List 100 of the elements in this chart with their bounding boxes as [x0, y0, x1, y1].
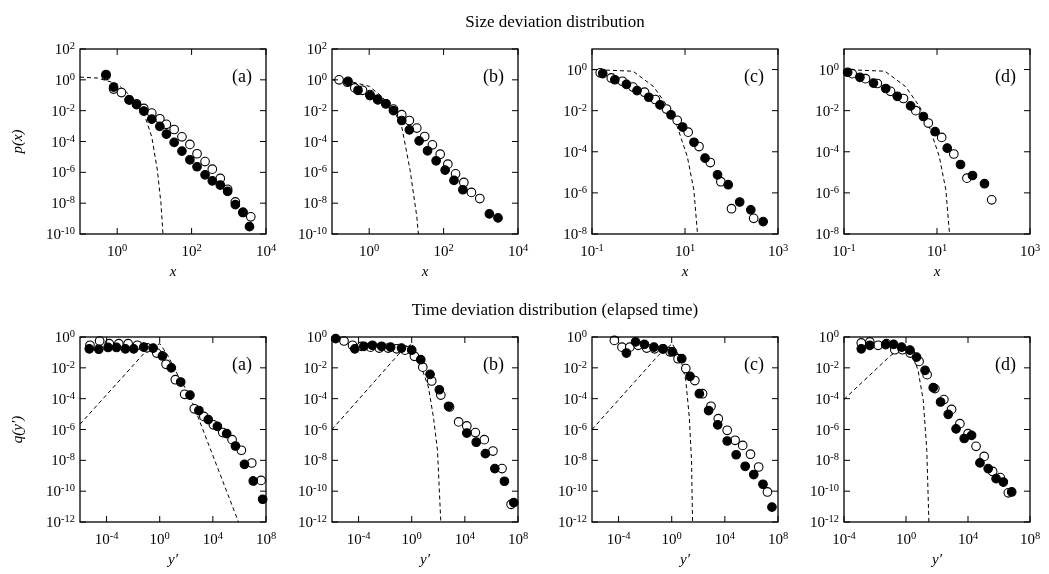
x-axis-title: x: [168, 263, 177, 279]
annotation: (a): [232, 66, 252, 87]
y-tick-label: 10$^{-10}$: [810, 481, 839, 500]
y-tick-label: 10$^{0}$: [818, 327, 839, 345]
y-tick-label: 10$^{-2}$: [303, 358, 327, 376]
y-tick-label: 10$^{2}$: [306, 39, 327, 57]
y-tick-label: 10$^{-4}$: [303, 132, 328, 150]
x-tick-label: 10$^{8}$: [1019, 529, 1041, 547]
x-tick-label: 10$^{0}$: [107, 241, 128, 259]
y-tick-label: 10$^{-6}$: [563, 183, 587, 201]
x-tick-label: 10$^{-1}$: [580, 241, 604, 259]
x-tick-label: 10$^{2}$: [433, 241, 454, 259]
y-tick-label: 10$^{-4}$: [563, 142, 588, 160]
x-tick-label: 10$^{0}$: [661, 529, 682, 547]
x-tick-label: 10$^{-1}$: [832, 241, 856, 259]
x-tick-label: 10$^{0}$: [895, 529, 917, 547]
y-tick-label: 10$^{-12}$: [298, 512, 327, 530]
annotation: (c): [744, 354, 764, 375]
x-axis-title: y′: [930, 551, 943, 567]
x-tick-label: 10$^{1}$: [674, 241, 696, 259]
y-tick-label: 10$^{-6}$: [563, 420, 587, 438]
x-tick-label: 10$^{2}$: [181, 241, 202, 259]
y-axis-title: q(y′): [9, 415, 26, 444]
x-axis-title: x: [680, 263, 689, 279]
y-tick-label: 10$^{-6}$: [815, 420, 839, 438]
y-tick-label: 10$^{-12}$: [46, 512, 75, 530]
y-tick-label: 10$^{-10}$: [46, 481, 75, 500]
y-tick-label: 10$^{-2}$: [51, 358, 75, 376]
y-tick-label: 10$^{0}$: [566, 60, 587, 78]
y-tick-label: 10$^{-6}$: [303, 162, 327, 181]
y-tick-label: 10$^{0}$: [54, 70, 75, 88]
x-tick-label: 10$^{0}$: [149, 529, 170, 547]
y-tick-label: 10$^{-4}$: [51, 132, 76, 150]
y-tick-label: 10$^{-6}$: [815, 183, 839, 201]
x-tick-label: 10$^{-4}$: [832, 529, 857, 547]
x-tick-label: 10$^{-4}$: [94, 529, 120, 547]
x-tick-label: 10$^{3}$: [767, 241, 789, 259]
x-tick-label: 10$^{-4}$: [606, 529, 632, 547]
y-axis-title: p(x): [9, 129, 26, 155]
x-tick-label: 10$^{4}$: [255, 241, 277, 259]
x-axis-title: x: [420, 263, 429, 279]
y-tick-label: 10$^{0}$: [54, 327, 75, 345]
x-axis-title: x: [932, 263, 941, 279]
y-tick-label: 10$^{0}$: [818, 60, 839, 78]
x-tick-label: 10$^{4}$: [202, 529, 224, 547]
y-tick-label: 10$^{-10}$: [558, 481, 587, 500]
x-tick-label: 10$^{4}$: [714, 529, 736, 547]
y-tick-label: 10$^{-8}$: [815, 450, 839, 469]
x-axis-title: y′: [678, 551, 691, 567]
y-tick-label: 10$^{-4}$: [563, 389, 588, 407]
y-tick-label: 10$^{-10}$: [298, 481, 327, 500]
y-tick-label: 10$^{-2}$: [815, 358, 839, 376]
y-tick-label: 10$^{-2}$: [563, 358, 587, 376]
y-tick-label: 10$^{-2}$: [51, 101, 75, 119]
y-tick-label: 10$^{2}$: [54, 39, 75, 57]
y-tick-label: 10$^{-8}$: [51, 193, 75, 212]
x-tick-label: 10$^{8}$: [255, 529, 277, 547]
y-tick-label: 10$^{-4}$: [815, 142, 840, 160]
x-tick-label: 10$^{4}$: [957, 529, 979, 547]
y-tick-label: 10$^{-12}$: [810, 512, 839, 530]
y-tick-label: 10$^{-8}$: [303, 193, 327, 212]
y-tick-label: 10$^{0}$: [306, 327, 327, 345]
y-tick-label: 10$^{-2}$: [563, 101, 587, 119]
y-tick-label: 10$^{-8}$: [303, 450, 327, 469]
x-tick-label: 10$^{0}$: [359, 241, 380, 259]
y-tick-label: 10$^{-6}$: [51, 420, 75, 438]
y-tick-label: 10$^{-4}$: [51, 389, 76, 407]
y-tick-label: 10$^{-10}$: [46, 224, 75, 242]
x-tick-label: 10$^{8}$: [767, 529, 789, 547]
y-tick-label: 10$^{-12}$: [558, 512, 587, 530]
x-tick-label: 10$^{8}$: [507, 529, 529, 547]
x-tick-label: 10$^{4}$: [454, 529, 476, 547]
x-tick-label: 10$^{4}$: [507, 241, 529, 259]
annotation: (b): [483, 354, 504, 375]
y-tick-label: 10$^{0}$: [306, 70, 327, 88]
x-axis-title: y′: [418, 551, 431, 567]
y-tick-label: 10$^{-8}$: [563, 450, 587, 469]
x-tick-label: 10$^{1}$: [926, 241, 948, 259]
y-tick-label: 10$^{-4}$: [815, 389, 840, 407]
y-tick-label: 10$^{-10}$: [298, 224, 327, 242]
x-tick-label: 10$^{3}$: [1019, 241, 1041, 259]
annotation: (a): [232, 354, 252, 375]
text: Size deviation distribution: [465, 12, 646, 31]
annotation: (d): [995, 66, 1016, 87]
x-axis-title: y′: [166, 551, 179, 567]
y-tick-label: 10$^{-8}$: [815, 224, 839, 242]
annotation: (c): [744, 66, 764, 87]
y-tick-label: 10$^{-8}$: [51, 450, 75, 469]
y-tick-label: 10$^{-2}$: [815, 101, 839, 119]
annotation: (b): [483, 66, 504, 87]
y-tick-label: 10$^{-4}$: [303, 389, 328, 407]
y-tick-label: 10$^{-6}$: [303, 420, 327, 438]
x-tick-label: 10$^{-4}$: [346, 529, 372, 547]
annotation: (d): [995, 354, 1016, 375]
y-tick-label: 10$^{-8}$: [563, 224, 587, 242]
text: Time deviation distribution (elapsed time): [411, 300, 699, 319]
y-tick-label: 10$^{-2}$: [303, 101, 327, 119]
x-tick-label: 10$^{0}$: [401, 529, 422, 547]
y-tick-label: 10$^{-6}$: [51, 162, 75, 181]
y-tick-label: 10$^{0}$: [566, 327, 587, 345]
